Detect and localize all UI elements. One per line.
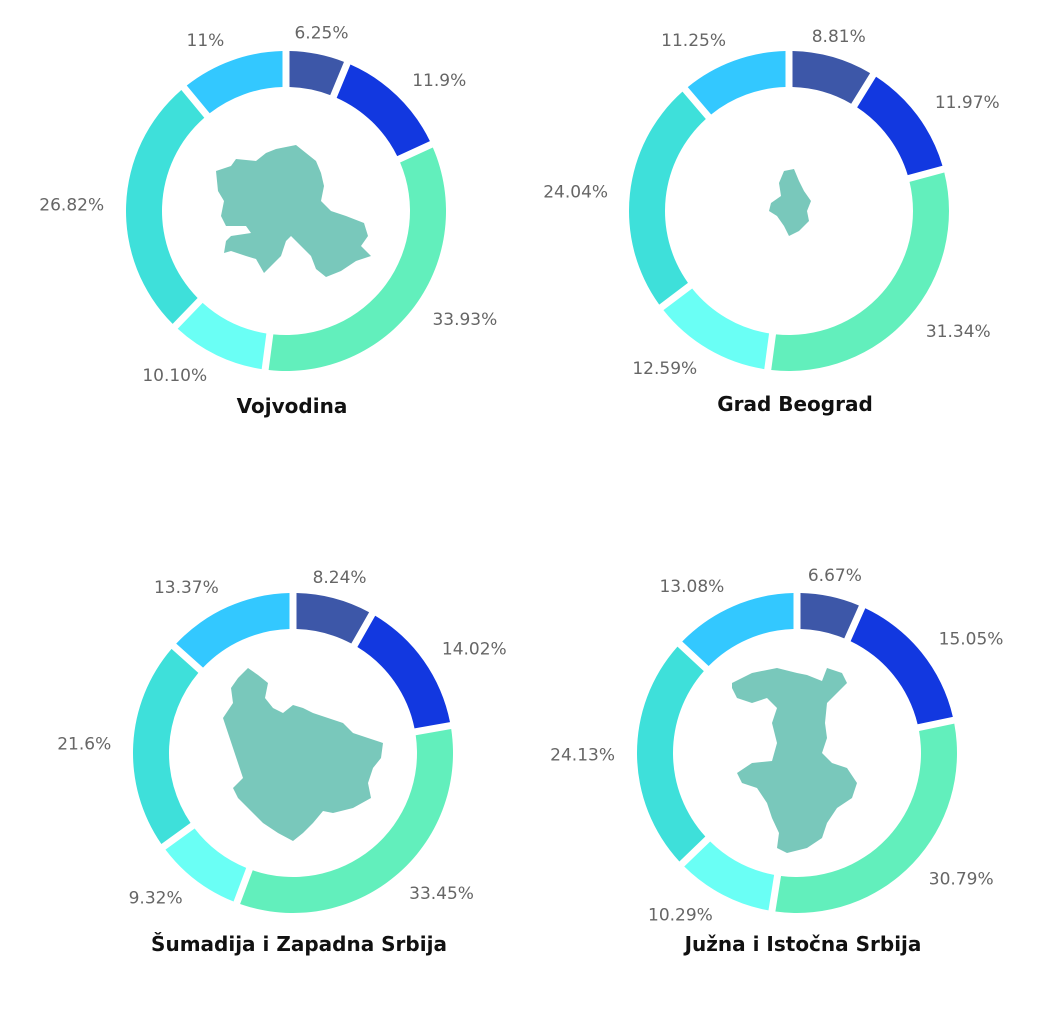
donut-segment <box>771 172 949 372</box>
data-label: 14.02% <box>442 639 507 659</box>
chart-title: Južna i Istočna Srbija <box>683 932 922 956</box>
donut-segment <box>850 608 953 725</box>
chart-title: Vojvodina <box>237 394 348 418</box>
donut-segment <box>663 288 770 370</box>
data-label: 31.34% <box>926 322 991 342</box>
chart-title: Šumadija i Zapadna Srbija <box>151 932 447 956</box>
donut-segment <box>629 91 706 305</box>
data-label: 24.13% <box>550 746 615 766</box>
data-label: 11.97% <box>935 93 1000 113</box>
chart-title: Grad Beograd <box>717 392 873 416</box>
data-label: 8.81% <box>812 27 866 47</box>
data-label: 8.24% <box>313 568 367 588</box>
donut-2: 8.24% 14.02% 33.45% 9.32% 21.6% 13.37% Šumadij… <box>57 568 506 956</box>
donut-segment <box>268 147 446 372</box>
donut-1: 8.81% 11.97% 31.34% 12.59% 24.04% 11.25% Grad … <box>543 27 999 416</box>
region-map-icon <box>769 169 811 236</box>
region-map-icon <box>216 145 371 277</box>
data-label: 26.82% <box>39 195 104 215</box>
donut-segment <box>775 723 957 914</box>
data-label: 11.25% <box>661 31 726 51</box>
region-map-icon <box>732 668 857 853</box>
donut-segment <box>165 828 247 902</box>
donut-segment <box>176 593 290 668</box>
donut-segment <box>296 593 370 644</box>
data-label: 10.29% <box>648 905 713 925</box>
donut-segment <box>336 64 430 157</box>
donut-3: 6.67% 15.05% 30.79% 10.29% 24.13% 13.08% Južna… <box>550 566 1003 956</box>
data-label: 11% <box>187 31 225 51</box>
donut-segment <box>240 729 453 913</box>
donut-segment <box>186 51 283 114</box>
donut-segment <box>125 89 205 324</box>
donut-segment <box>289 51 344 96</box>
data-label: 6.67% <box>808 566 862 586</box>
data-label: 11.9% <box>412 71 466 91</box>
data-label: 33.45% <box>409 884 474 904</box>
data-label: 24.04% <box>543 182 608 202</box>
donut-0: 6.25% 11.9% 33.93% 10.10% 26.82% 11% Vojvodina <box>39 23 497 418</box>
donut-segment <box>636 646 706 862</box>
data-label: 13.08% <box>659 577 724 597</box>
region-map-icon <box>223 668 383 841</box>
donut-segment <box>682 593 794 667</box>
donut-segment <box>177 302 267 370</box>
data-label: 33.93% <box>432 310 497 330</box>
data-label: 13.37% <box>154 578 219 598</box>
donut-segment <box>792 51 871 104</box>
donut-segment <box>357 615 450 729</box>
data-label: 10.10% <box>142 366 207 386</box>
donut-segment <box>132 648 199 844</box>
donut-segment <box>800 593 859 639</box>
data-label: 9.32% <box>129 889 183 909</box>
data-label: 30.79% <box>929 870 994 890</box>
data-label: 12.59% <box>632 359 697 379</box>
donut-segment <box>687 51 786 115</box>
donut-segment <box>684 841 775 911</box>
donut-segment <box>857 76 943 176</box>
data-label: 21.6% <box>57 735 111 755</box>
data-label: 15.05% <box>939 630 1004 650</box>
data-label: 6.25% <box>294 23 348 43</box>
